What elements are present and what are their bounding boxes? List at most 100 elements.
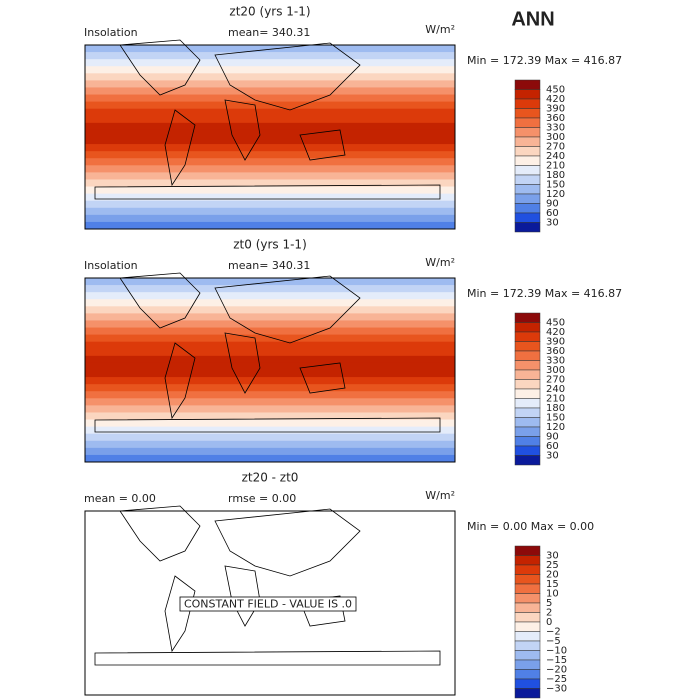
map-band [85, 122, 455, 131]
colorbar-box [514, 388, 541, 399]
colorbar-box [514, 688, 541, 699]
colorbar-label: 15 [546, 579, 559, 590]
map-band [85, 179, 455, 188]
coastline [224, 565, 261, 627]
season-title: ANN [511, 8, 554, 30]
colorbar-box [514, 146, 541, 157]
colorbar-box [514, 127, 541, 138]
map-band [85, 348, 455, 357]
colorbar-label: 360 [546, 346, 565, 357]
colorbar-label: 330 [546, 123, 565, 134]
colorbar-box [514, 398, 541, 409]
colorbar-box [514, 360, 541, 371]
colorbar-label: 150 [546, 180, 565, 191]
colorbar-box [514, 659, 541, 670]
colorbar-box [514, 174, 541, 185]
colorbar-box [514, 545, 541, 556]
coastline [299, 362, 346, 394]
map-band [85, 362, 455, 371]
map-band [85, 320, 455, 329]
colorbar-box [514, 312, 541, 323]
colorbar-label: 30 [546, 451, 559, 462]
colorbar-box [514, 155, 541, 166]
map-band [85, 285, 455, 293]
map-band [85, 454, 455, 463]
colorbar-box [514, 574, 541, 585]
min-max: Min = 172.39 Max = 416.87 [467, 287, 622, 300]
coastline [224, 99, 261, 161]
map-band [85, 221, 455, 230]
colorbar-label: −30 [546, 684, 567, 695]
map-band [85, 200, 455, 209]
colorbar-label: 300 [546, 365, 565, 376]
map-band [85, 45, 455, 53]
stat-label: mean= 340.31 [228, 259, 310, 272]
colorbar-label: 25 [546, 560, 559, 571]
colorbar-box [514, 203, 541, 214]
map-band [85, 327, 455, 336]
map-band [85, 66, 455, 74]
panel-title: zt0 (yrs 1-1) [233, 238, 307, 252]
colorbar-label: 10 [546, 589, 559, 600]
colorbar-label: 120 [546, 422, 565, 433]
colorbar-box [514, 212, 541, 223]
colorbar-label: −20 [546, 665, 567, 676]
map-band [85, 207, 455, 216]
map-band [85, 115, 455, 124]
colorbar-box [514, 184, 541, 195]
colorbar-label: 2 [546, 608, 552, 619]
coastline [119, 39, 201, 96]
colorbar-box [514, 89, 541, 100]
coastline [94, 184, 441, 200]
map-band [85, 101, 455, 110]
map-band [85, 59, 455, 67]
map-band [85, 334, 455, 343]
colorbar-box [514, 417, 541, 428]
colorbar-label: 120 [546, 189, 565, 200]
colorbar-label: 150 [546, 413, 565, 424]
colorbar-box [514, 331, 541, 342]
coastline [214, 275, 361, 344]
map-band [85, 292, 455, 300]
colorbar-box [514, 98, 541, 109]
colorbar-box [514, 117, 541, 128]
colorbar-box [514, 455, 541, 466]
colorbar-box [514, 79, 541, 90]
coastline [94, 650, 441, 666]
coastline [164, 109, 196, 187]
colorbar-box [514, 222, 541, 233]
map-band [85, 433, 455, 442]
note-text: CONSTANT FIELD - VALUE IS .0 [184, 598, 352, 611]
colorbar-label: 210 [546, 394, 565, 405]
colorbar-label: 90 [546, 199, 559, 210]
map-band [85, 278, 455, 286]
colorbar-label: 360 [546, 113, 565, 124]
map-band [85, 306, 455, 314]
map-band [85, 355, 455, 364]
colorbar-label: 5 [546, 598, 552, 609]
colorbar-box [514, 640, 541, 651]
note-box: CONSTANT FIELD - VALUE IS .0 [179, 596, 357, 612]
colorbar-label: −5 [546, 636, 561, 647]
coastline [164, 575, 196, 653]
colorbar-label: 450 [546, 318, 565, 329]
colorbar-label: 450 [546, 85, 565, 96]
colorbar-box [514, 621, 541, 632]
map-band [85, 405, 455, 413]
colorbar-box [514, 678, 541, 689]
map-band [85, 214, 455, 223]
colorbar-box [514, 602, 541, 613]
colorbar-box [514, 426, 541, 437]
map-band [85, 108, 455, 117]
field-label: Insolation [84, 26, 138, 39]
colorbar-label: 60 [546, 441, 559, 452]
map-band [85, 129, 455, 138]
colorbar-box [514, 669, 541, 680]
coastline [214, 508, 361, 577]
colorbar-box [514, 322, 541, 333]
units-label: W/m² [425, 256, 455, 269]
colorbar-box [514, 407, 541, 418]
units-label: W/m² [425, 489, 455, 502]
colorbar-label: 180 [546, 170, 565, 181]
